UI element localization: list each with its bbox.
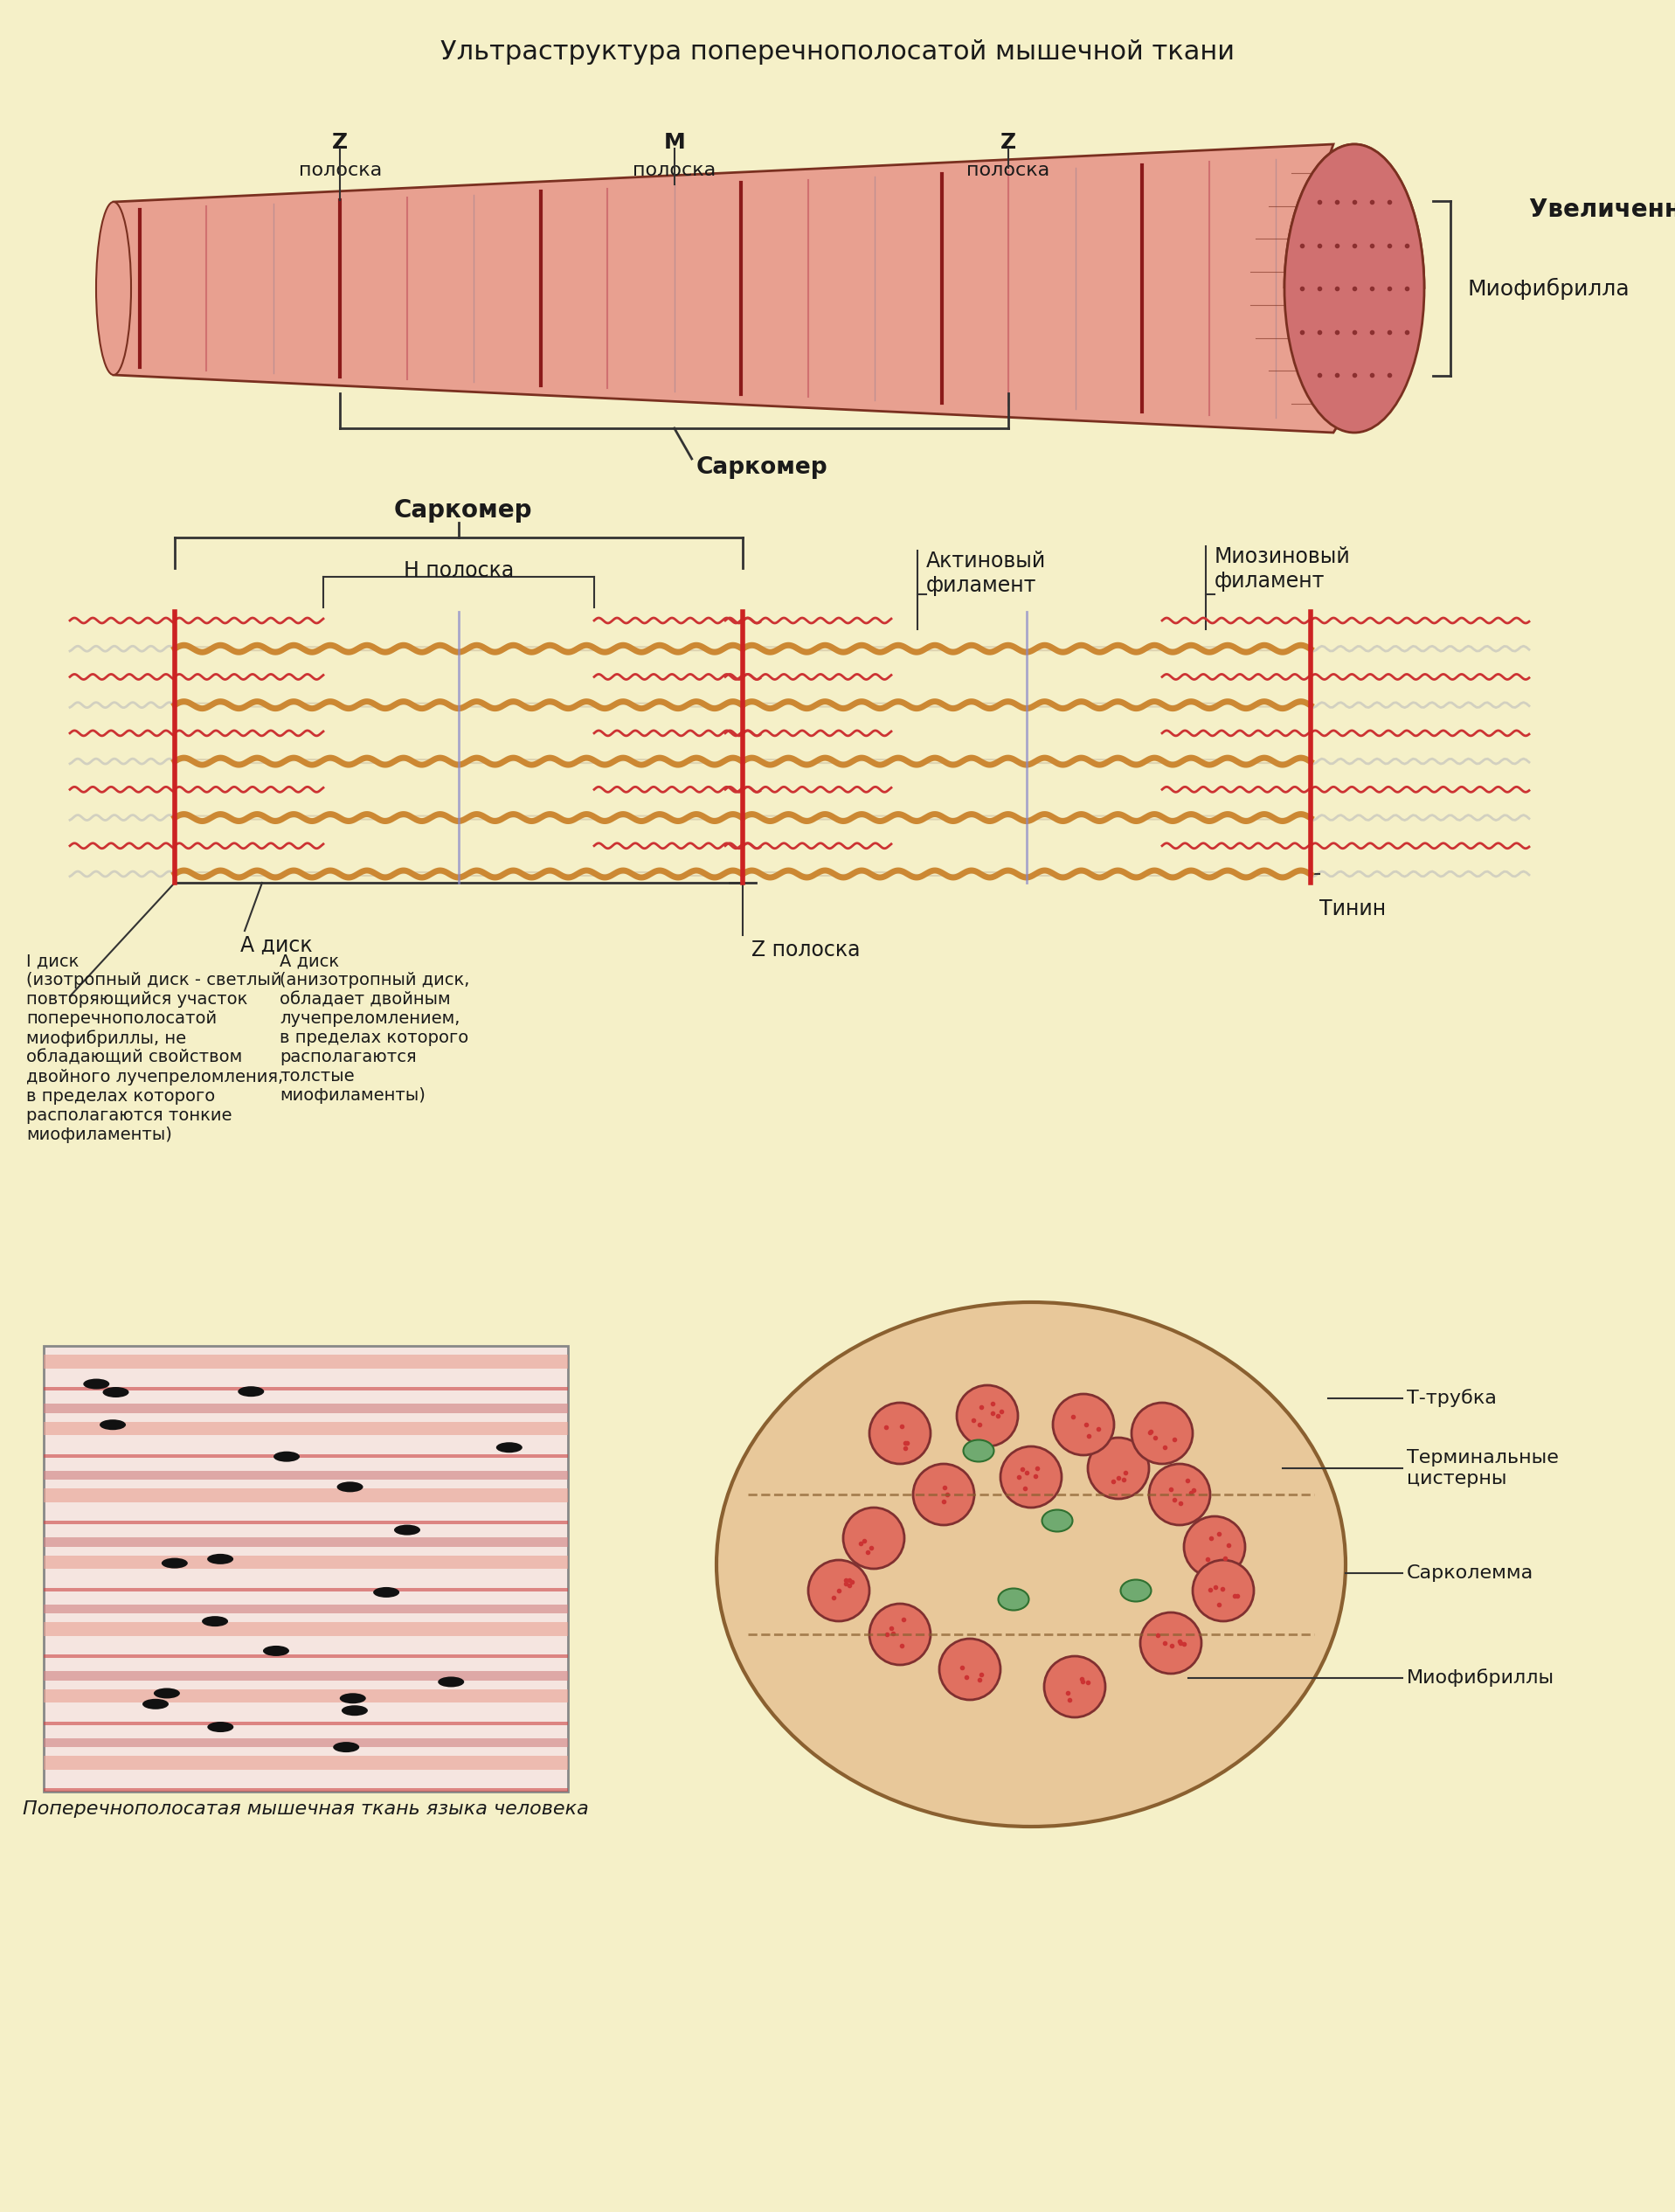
Text: Сарколемма: Сарколемма <box>1407 1564 1534 1582</box>
Ellipse shape <box>374 1586 399 1597</box>
Ellipse shape <box>99 1420 126 1429</box>
Text: Z: Z <box>332 133 348 153</box>
Ellipse shape <box>809 1559 869 1621</box>
Bar <box>44 1537 568 1546</box>
Ellipse shape <box>717 1303 1345 1827</box>
Bar <box>44 1604 568 1613</box>
Ellipse shape <box>102 1387 129 1398</box>
Ellipse shape <box>203 1617 228 1626</box>
Ellipse shape <box>940 1639 1000 1699</box>
Ellipse shape <box>208 1721 233 1732</box>
Ellipse shape <box>337 1482 363 1493</box>
Ellipse shape <box>1184 1515 1245 1577</box>
Ellipse shape <box>84 1378 109 1389</box>
Text: полоска: полоска <box>298 161 382 179</box>
Text: полоска: полоска <box>633 161 715 179</box>
Text: Саркомер: Саркомер <box>394 498 533 522</box>
Ellipse shape <box>161 1557 188 1568</box>
Bar <box>44 1739 568 1747</box>
Ellipse shape <box>1132 1402 1193 1464</box>
Ellipse shape <box>154 1688 179 1699</box>
Ellipse shape <box>342 1705 368 1717</box>
Bar <box>44 1453 568 1458</box>
Text: Миофибрилла: Миофибрилла <box>1467 276 1630 299</box>
Ellipse shape <box>1193 1559 1255 1621</box>
Text: Т-трубка: Т-трубка <box>1407 1389 1497 1407</box>
Ellipse shape <box>496 1442 523 1453</box>
Ellipse shape <box>1087 1438 1149 1500</box>
Ellipse shape <box>963 1440 993 1462</box>
Ellipse shape <box>1149 1464 1209 1524</box>
Bar <box>44 1422 568 1436</box>
Ellipse shape <box>142 1699 169 1710</box>
Text: Увеличенная миофибрилла: Увеличенная миофибрилла <box>1529 197 1675 221</box>
Ellipse shape <box>333 1741 360 1752</box>
Ellipse shape <box>1044 1657 1106 1717</box>
Text: I диск
(изотропный диск - светлый
повторяющийся участок
поперечнополосатой
миофи: I диск (изотропный диск - светлый повтор… <box>27 953 283 1144</box>
Ellipse shape <box>1000 1447 1062 1509</box>
Ellipse shape <box>1054 1394 1114 1455</box>
Ellipse shape <box>238 1387 265 1396</box>
Ellipse shape <box>869 1604 931 1666</box>
Ellipse shape <box>273 1451 300 1462</box>
Bar <box>44 1345 568 1792</box>
Bar <box>44 1405 568 1413</box>
Ellipse shape <box>340 1692 365 1703</box>
Bar <box>44 1588 568 1590</box>
Text: А диск: А диск <box>240 936 313 956</box>
Ellipse shape <box>843 1509 904 1568</box>
Ellipse shape <box>1042 1511 1072 1531</box>
Polygon shape <box>114 144 1424 434</box>
Text: Миофибриллы: Миофибриллы <box>1407 1668 1554 1688</box>
Ellipse shape <box>263 1646 290 1657</box>
Text: А диск
(анизотропный диск,
обладает двойным
лучепреломлением,
в пределах которог: А диск (анизотропный диск, обладает двой… <box>280 953 469 1104</box>
Bar <box>44 1621 568 1635</box>
Bar <box>44 1787 568 1792</box>
Ellipse shape <box>95 201 131 374</box>
Text: Н полоска: Н полоска <box>404 560 514 582</box>
Ellipse shape <box>1121 1579 1151 1601</box>
Ellipse shape <box>394 1524 420 1535</box>
Bar <box>44 1520 568 1524</box>
Text: Поперечнополосатая мышечная ткань языка человека: Поперечнополосатая мышечная ткань языка … <box>23 1801 590 1818</box>
Text: Миозиновый
филамент: Миозиновый филамент <box>1214 546 1350 591</box>
Ellipse shape <box>956 1385 1018 1447</box>
Text: Саркомер: Саркомер <box>697 456 827 480</box>
Bar <box>44 1756 568 1770</box>
Text: Z полоска: Z полоска <box>752 940 861 960</box>
Text: M: M <box>663 133 685 153</box>
Bar <box>44 1672 568 1681</box>
Text: полоска: полоска <box>966 161 1050 179</box>
Ellipse shape <box>1141 1613 1201 1674</box>
Ellipse shape <box>437 1677 464 1688</box>
Bar <box>44 1655 568 1659</box>
Ellipse shape <box>998 1588 1028 1610</box>
Text: Актиновый
филамент: Актиновый филамент <box>926 551 1047 595</box>
Bar <box>44 1471 568 1480</box>
Ellipse shape <box>1285 144 1424 434</box>
Bar <box>44 1354 568 1369</box>
Bar <box>44 1555 568 1568</box>
Text: Тинин: Тинин <box>1320 898 1385 920</box>
Bar <box>44 1387 568 1391</box>
Bar <box>44 1489 568 1502</box>
Ellipse shape <box>208 1553 233 1564</box>
Ellipse shape <box>869 1402 931 1464</box>
Ellipse shape <box>913 1464 975 1524</box>
Bar <box>44 1721 568 1725</box>
Text: Z: Z <box>1000 133 1017 153</box>
Bar <box>44 1690 568 1703</box>
Text: Терминальные
цистерны: Терминальные цистерны <box>1407 1449 1559 1486</box>
Text: Ультраструктура поперечнополосатой мышечной ткани: Ультраструктура поперечнополосатой мышеч… <box>441 40 1234 64</box>
